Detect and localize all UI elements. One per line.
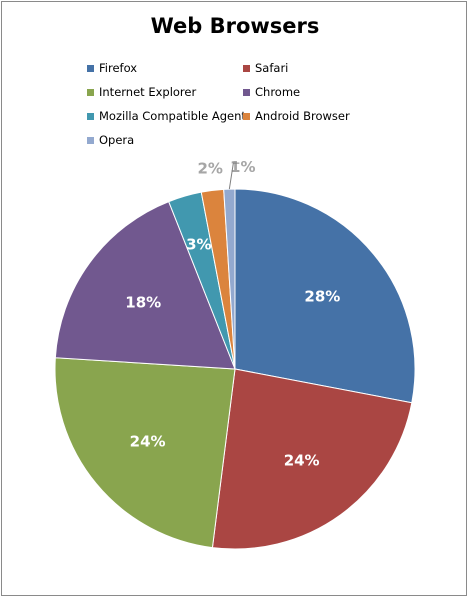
legend-label: Android Browser bbox=[255, 109, 350, 123]
data-label-firefox: 28% bbox=[304, 288, 340, 306]
pie-slice-firefox bbox=[234, 188, 416, 404]
legend-label: Mozilla Compatible Agent bbox=[99, 109, 246, 123]
pie-slice-internet-explorer bbox=[54, 357, 236, 549]
legend-item-mozilla-compatible-agent: Mozilla Compatible Agent bbox=[87, 109, 246, 123]
legend-item-android-browser: Android Browser bbox=[243, 109, 350, 123]
legend-swatch bbox=[243, 64, 250, 72]
legend-swatch bbox=[243, 88, 250, 96]
data-label-android-browser: 2% bbox=[197, 160, 222, 178]
legend-item-opera: Opera bbox=[87, 133, 134, 147]
data-label-safari: 24% bbox=[284, 452, 320, 470]
legend-item-firefox: Firefox bbox=[87, 61, 137, 75]
legend-label: Opera bbox=[99, 133, 135, 147]
legend-label: Chrome bbox=[255, 85, 301, 99]
legend-label: Firefox bbox=[99, 61, 138, 75]
data-label-internet-explorer: 24% bbox=[130, 432, 166, 450]
chart-legend: Firefox Safari Internet Explorer Chrome Mozi… bbox=[0, 0, 470, 150]
chart-title: Web Browsers bbox=[150, 14, 320, 38]
data-label-opera: 1% bbox=[230, 158, 255, 176]
legend-item-chrome: Chrome bbox=[243, 85, 300, 99]
data-label-mozilla-compatible-agent: 3% bbox=[186, 236, 211, 254]
legend-label: Internet Explorer bbox=[99, 85, 197, 99]
legend-swatch bbox=[87, 136, 94, 144]
legend-swatch bbox=[87, 64, 94, 72]
data-label-chrome: 18% bbox=[125, 293, 161, 311]
pie-slice-safari bbox=[211, 368, 413, 550]
legend-item-safari: Safari bbox=[243, 61, 288, 75]
legend-swatch bbox=[243, 112, 250, 120]
pie-slice-chrome bbox=[54, 200, 236, 370]
leader-line bbox=[228, 162, 240, 190]
legend-swatch bbox=[87, 88, 94, 96]
legend-label: Safari bbox=[255, 61, 289, 75]
legend-swatch bbox=[87, 112, 94, 120]
legend-item-internet-explorer: Internet Explorer bbox=[87, 85, 196, 99]
